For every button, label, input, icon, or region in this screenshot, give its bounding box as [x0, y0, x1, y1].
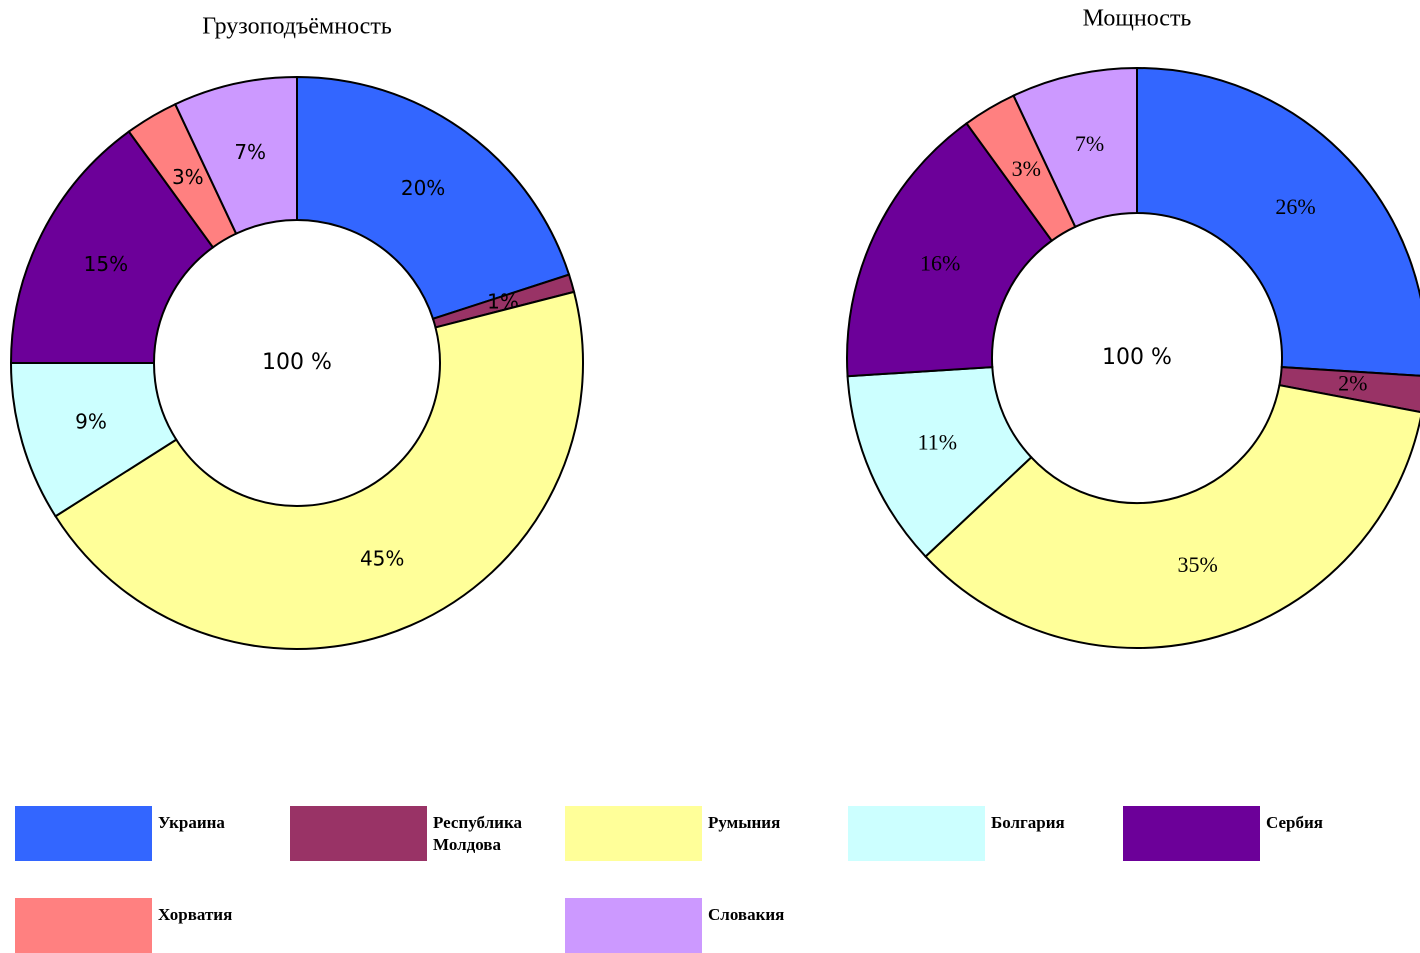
data-label: 9%	[75, 409, 107, 433]
donut-slice	[924, 384, 1420, 649]
center-label: 100 %	[262, 350, 332, 375]
chart-title: Грузоподъёмность	[202, 14, 392, 40]
legend-swatch	[565, 806, 702, 861]
data-label: 3%	[1012, 156, 1041, 181]
legend-item: Румыния	[565, 806, 818, 861]
data-label: 7%	[234, 140, 266, 164]
legend-label: Сербия	[1266, 813, 1323, 832]
donut-slice	[173, 75, 298, 235]
legend-swatch	[290, 806, 427, 861]
donut-slice	[296, 75, 571, 321]
donut-slice	[1136, 66, 1420, 377]
center-label: 100 %	[1102, 345, 1172, 370]
data-label: 16%	[920, 250, 960, 275]
legend-item: Словакия	[565, 898, 818, 953]
data-label: 7%	[1075, 131, 1104, 156]
donut-slice	[1012, 66, 1138, 229]
legend-swatch	[15, 806, 152, 861]
donut-slice	[846, 121, 1054, 378]
legend-item: Украина	[15, 806, 268, 861]
data-label: 26%	[1275, 194, 1315, 219]
legend-item: Хорватия	[15, 898, 268, 953]
data-label: 3%	[172, 165, 204, 189]
legend-label: Хорватия	[158, 905, 233, 924]
legend-swatch	[848, 806, 985, 861]
legend-swatch	[1123, 806, 1260, 861]
donut-slice	[846, 366, 1033, 558]
legend-item: Болгария	[848, 806, 1101, 861]
data-label: 20%	[401, 176, 445, 200]
legend-swatch	[565, 898, 702, 953]
chart-title: Мощность	[1083, 6, 1192, 32]
data-label: 11%	[918, 429, 958, 454]
data-label: 2%	[1338, 370, 1367, 395]
data-label: 15%	[84, 252, 128, 276]
legend-label: Украина	[158, 813, 225, 832]
donut-slice	[9, 130, 215, 364]
legend-label: Республика Молдова	[433, 813, 522, 854]
legend-item: Сербия	[1123, 806, 1376, 861]
legend-label: Болгария	[991, 813, 1065, 832]
data-label: 35%	[1178, 552, 1218, 577]
legend-item: Республика Молдова	[290, 806, 543, 861]
legend-label: Словакия	[708, 905, 785, 924]
donut-slice	[54, 290, 584, 650]
data-label: 45%	[360, 546, 404, 570]
legend-swatch	[15, 898, 152, 953]
legend-label: Румыния	[708, 813, 781, 832]
